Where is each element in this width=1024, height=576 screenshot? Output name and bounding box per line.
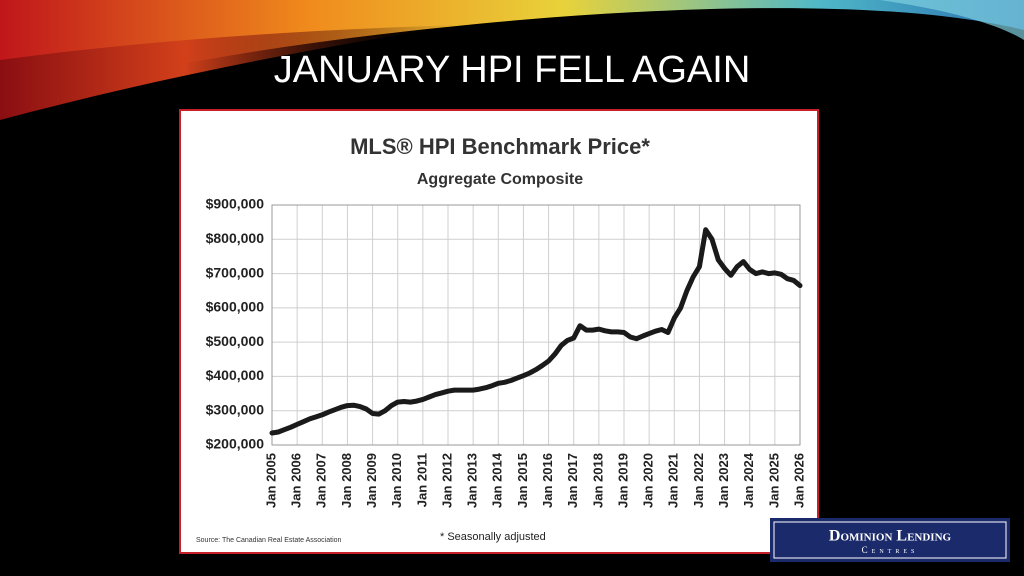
swoosh xyxy=(0,25,460,120)
x-tick-label: Jan 2019 xyxy=(615,453,630,508)
chart-subtitle: Aggregate Composite xyxy=(417,171,583,188)
y-tick-label: $200,000 xyxy=(206,436,265,452)
chart-frame xyxy=(179,109,819,554)
x-tick-label: Jan 2015 xyxy=(515,453,530,508)
y-tick-label: $700,000 xyxy=(206,264,265,280)
note: * Seasonally adjusted xyxy=(440,531,546,543)
line xyxy=(269,227,803,436)
y-tick-label: $300,000 xyxy=(206,401,265,417)
chart-title: MLS® HPI Benchmark Price* xyxy=(350,134,650,159)
x-tick-label: Jan 2008 xyxy=(339,453,354,508)
x-tick-label: Jan 2011 xyxy=(414,453,429,507)
x-tick-label: Jan 2022 xyxy=(691,453,706,508)
slide-title: JANUARY HPI FELL AGAIN xyxy=(274,49,751,91)
logo-text: Dominion Lending xyxy=(829,528,952,545)
x-tick-label: Jan 2020 xyxy=(641,453,656,508)
x-tick-label: Jan 2005 xyxy=(263,453,278,508)
y-tick-label: $800,000 xyxy=(206,230,265,246)
x-tick-label: Jan 2016 xyxy=(540,453,555,508)
y-tick-label: $900,000 xyxy=(206,196,265,212)
source: Source: The Canadian Real Estate Associa… xyxy=(196,537,342,544)
x-tick-label: Jan 2009 xyxy=(364,453,379,508)
x-tick-label: Jan 2018 xyxy=(590,453,605,508)
swoosh xyxy=(880,0,1024,40)
x-tick-label: Jan 2023 xyxy=(716,453,731,508)
x-tick-label: Jan 2010 xyxy=(389,453,404,508)
x-tick-label: Jan 2025 xyxy=(766,453,781,508)
logo-text: Centres xyxy=(862,545,919,555)
y-tick-label: $500,000 xyxy=(206,333,265,349)
x-tick-label: Jan 2013 xyxy=(465,453,480,508)
x-tick-label: Jan 2026 xyxy=(791,453,806,508)
x-tick-label: Jan 2021 xyxy=(666,453,681,508)
x-tick-label: Jan 2007 xyxy=(314,453,329,508)
x-tick-label: Jan 2017 xyxy=(565,453,580,508)
x-tick-label: Jan 2012 xyxy=(439,453,454,508)
swoosh xyxy=(0,0,1024,110)
logo-border xyxy=(773,521,1007,559)
logo xyxy=(770,518,1010,562)
x-tick-label: Jan 2006 xyxy=(289,453,304,508)
y-tick-label: $600,000 xyxy=(206,299,265,315)
x-tick-label: Jan 2014 xyxy=(490,452,505,508)
y-tick-label: $400,000 xyxy=(206,367,265,383)
plot-border xyxy=(271,204,801,446)
x-tick-label: Jan 2024 xyxy=(741,452,756,508)
